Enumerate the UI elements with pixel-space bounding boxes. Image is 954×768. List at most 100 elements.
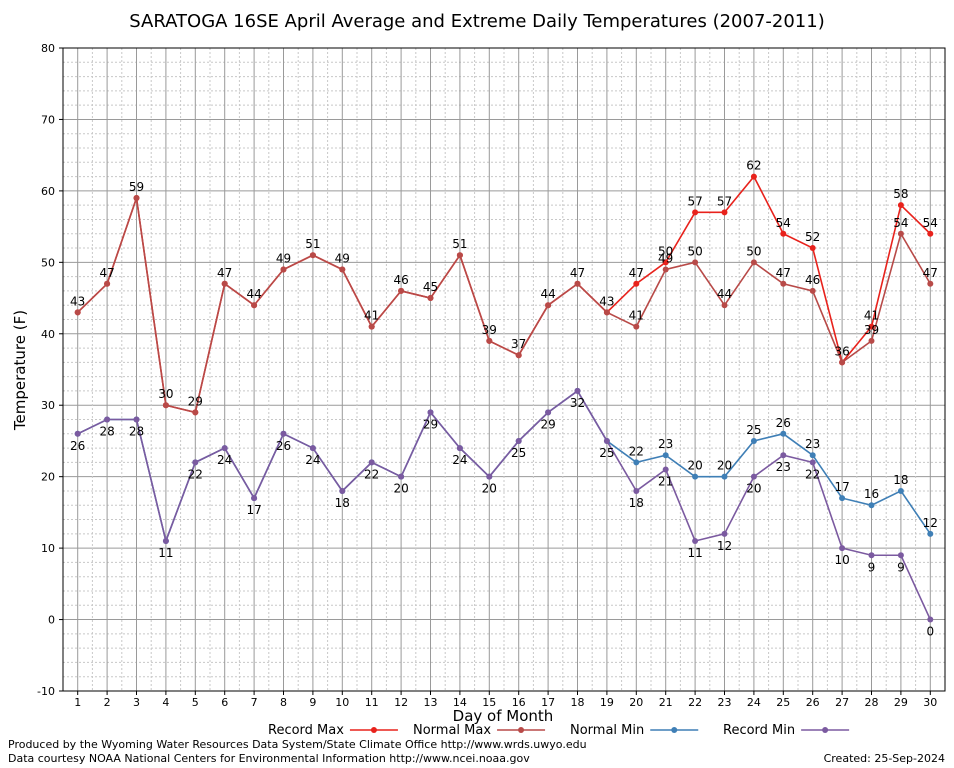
- normal-max-point: [309, 252, 316, 259]
- record-min-point: [309, 445, 316, 452]
- normal-max-label: 50: [687, 244, 702, 258]
- normal-max-point: [192, 409, 199, 416]
- x-tick-label: 9: [309, 696, 316, 709]
- record-max-point: [868, 323, 875, 330]
- normal-max-point: [133, 195, 140, 202]
- record-min-point: [780, 452, 787, 459]
- x-tick-label: 23: [718, 696, 732, 709]
- normal-min-point: [897, 487, 904, 494]
- x-axis-label: Day of Month: [453, 707, 554, 725]
- record-min-label: 24: [452, 453, 467, 467]
- x-tick-label: 24: [747, 696, 761, 709]
- normal-max-point: [515, 352, 522, 359]
- record-min-label: 22: [188, 467, 203, 481]
- record-max-point: [750, 173, 757, 180]
- record-max-label: 47: [99, 266, 114, 280]
- normal-max-point: [398, 287, 405, 294]
- normal-min-point: [633, 459, 640, 466]
- record-min-point: [515, 437, 522, 444]
- y-tick-label: 70: [41, 113, 55, 126]
- normal-max-point: [339, 266, 346, 273]
- legend-label-normal-max: Normal Max: [413, 723, 491, 738]
- normal-max-label: 41: [629, 309, 644, 323]
- x-tick-label: 3: [133, 696, 140, 709]
- record-min-label: 18: [629, 496, 644, 510]
- normal-max-point: [221, 280, 228, 287]
- record-max-label: 51: [305, 237, 320, 251]
- normal-max-point: [839, 359, 846, 366]
- normal-max-point: [868, 337, 875, 344]
- x-tick-label: 20: [629, 696, 643, 709]
- record-min-label: 23: [776, 460, 791, 474]
- x-tick-label: 21: [659, 696, 673, 709]
- y-tick-label: 30: [41, 399, 55, 412]
- x-tick-label: 25: [776, 696, 790, 709]
- legend-marker-normal-min: [671, 727, 678, 733]
- record-max-label: 47: [629, 266, 644, 280]
- record-min-point: [221, 445, 228, 452]
- normal-min-label: 18: [893, 473, 908, 487]
- record-min-point: [104, 416, 111, 423]
- normal-max-point: [927, 280, 934, 287]
- record-max-label: 39: [482, 323, 497, 337]
- normal-max-label: 49: [658, 251, 673, 265]
- record-min-label: 22: [364, 467, 379, 481]
- plot-frame: [62, 47, 946, 692]
- record-min-point: [633, 487, 640, 494]
- normal-max-point: [633, 323, 640, 330]
- record-min-label: 22: [805, 467, 820, 481]
- record-min-point: [162, 537, 169, 544]
- normal-min-label: 22: [629, 444, 644, 458]
- record-max-label: 41: [864, 309, 879, 323]
- normal-min-point: [839, 495, 846, 502]
- record-min-label: 28: [99, 425, 114, 439]
- record-min-label: 25: [511, 446, 526, 460]
- x-tick-label: 29: [894, 696, 908, 709]
- normal-max-label: 54: [893, 216, 908, 230]
- footer-data-courtesy: Data courtesy NOAA National Centers for …: [8, 752, 530, 765]
- normal-min-point: [809, 452, 816, 459]
- x-tick-label: 8: [280, 696, 287, 709]
- record-min-label: 28: [129, 425, 144, 439]
- normal-min-label: 25: [746, 423, 761, 437]
- record-max-label: 43: [599, 294, 614, 308]
- record-min-point: [192, 459, 199, 466]
- record-max-label: 36: [834, 344, 849, 358]
- x-tick-label: 12: [394, 696, 408, 709]
- y-tick-label: 60: [41, 185, 55, 198]
- record-min-label: 21: [658, 475, 673, 489]
- record-max-label: 44: [540, 287, 555, 301]
- x-tick-label: 6: [221, 696, 228, 709]
- normal-min-label: 12: [923, 516, 938, 530]
- record-max-point: [897, 202, 904, 209]
- record-max-label: 54: [776, 216, 791, 230]
- x-tick-label: 5: [192, 696, 199, 709]
- record-max-label: 45: [423, 280, 438, 294]
- y-tick-label: 10: [41, 542, 55, 555]
- record-max-point: [662, 259, 669, 266]
- normal-max-point: [280, 266, 287, 273]
- record-max-point: [721, 209, 728, 216]
- normal-max-point: [574, 280, 581, 287]
- record-max-label: 30: [158, 387, 173, 401]
- record-min-label: 20: [746, 482, 761, 496]
- normal-min-point: [692, 473, 699, 480]
- normal-max-point: [251, 302, 258, 309]
- y-tick-label: 80: [41, 42, 55, 55]
- record-max-label: 49: [276, 251, 291, 265]
- record-min-label: 12: [717, 539, 732, 553]
- y-tick-label: 40: [41, 328, 55, 341]
- normal-max-point: [809, 287, 816, 294]
- x-tick-label: 7: [251, 696, 258, 709]
- record-max-label: 37: [511, 337, 526, 351]
- record-max-label: 57: [687, 194, 702, 208]
- normal-max-label: 46: [805, 273, 820, 287]
- record-min-label: 11: [687, 546, 702, 560]
- record-max-label: 49: [335, 251, 350, 265]
- record-min-point: [662, 466, 669, 473]
- record-min-point: [692, 537, 699, 544]
- normal-min-label: 20: [687, 459, 702, 473]
- normal-max-point: [692, 259, 699, 266]
- x-tick-label: 10: [335, 696, 349, 709]
